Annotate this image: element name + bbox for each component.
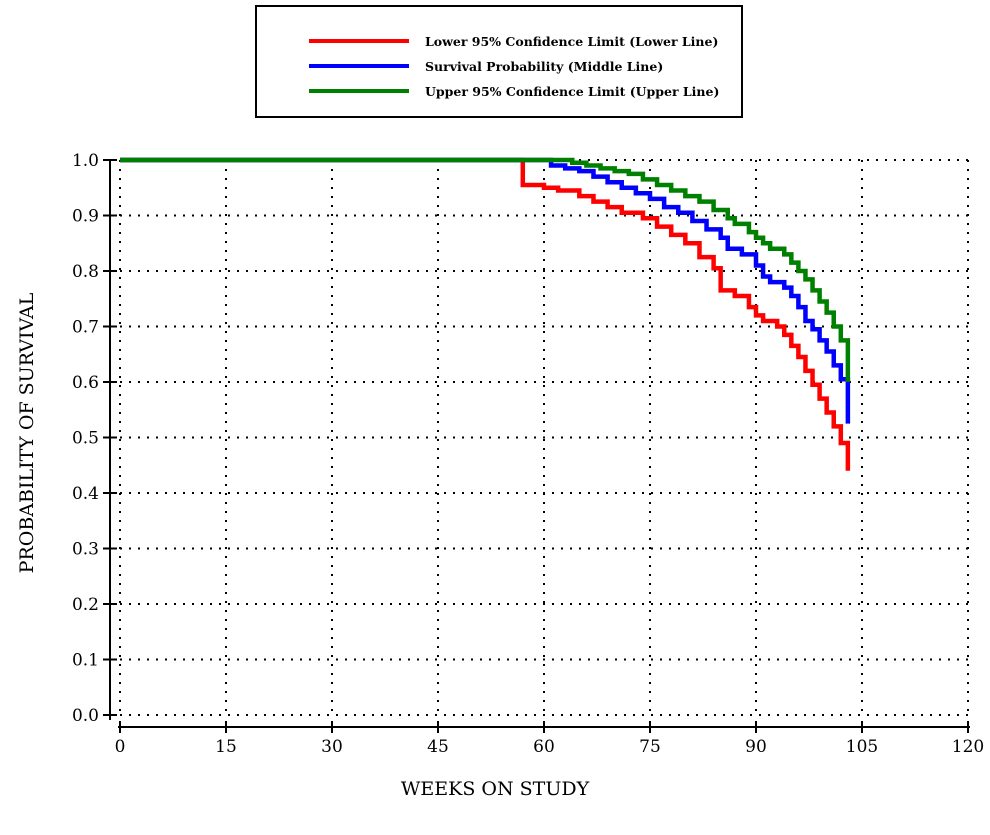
y-axis-title: PROBABILITY OF SURVIVAL (16, 292, 38, 574)
y-tick-label: 0.8 (72, 262, 99, 282)
x-tick-label: 0 (115, 737, 126, 757)
x-tick-label: 120 (952, 737, 984, 757)
y-tick-label: 0.6 (72, 373, 99, 393)
legend-label-middle: Survival Probability (Middle Line) (425, 58, 664, 74)
legend-item-lower: Lower 95% Confidence Limit (Lower Line) (309, 29, 718, 53)
legend-swatch-upper (309, 89, 409, 93)
series-line-1 (120, 157, 851, 424)
legend: Lower 95% Confidence Limit (Lower Line) … (255, 5, 743, 118)
y-tick-label: 0.4 (72, 484, 99, 504)
x-tick-label: 30 (321, 737, 343, 757)
legend-swatch-lower (309, 39, 409, 43)
x-tick-label: 15 (215, 737, 237, 757)
x-tick-label: 90 (745, 737, 767, 757)
y-tick-label: 1.0 (72, 151, 99, 171)
y-tick-label: 0.7 (72, 318, 99, 338)
x-tick-label: 45 (427, 737, 449, 757)
x-axis-title: WEEKS ON STUDY (400, 778, 590, 800)
y-tick-label: 0.0 (72, 706, 99, 726)
legend-label-upper: Upper 95% Confidence Limit (Upper Line) (425, 83, 720, 99)
y-tick-label: 0.9 (72, 207, 99, 227)
y-tick-label: 0.5 (72, 429, 99, 449)
y-tick-label: 0.2 (72, 595, 99, 615)
x-tick-label: 75 (639, 737, 661, 757)
series-line-2 (120, 157, 851, 382)
legend-item-middle: Survival Probability (Middle Line) (309, 54, 663, 78)
y-tick-label: 0.3 (72, 540, 99, 560)
series-line-0 (120, 157, 851, 471)
legend-item-upper: Upper 95% Confidence Limit (Upper Line) (309, 79, 719, 103)
legend-label-lower: Lower 95% Confidence Limit (Lower Line) (425, 33, 719, 49)
y-tick-label: 0.1 (72, 651, 99, 671)
x-tick-label: 105 (846, 737, 878, 757)
legend-swatch-middle (309, 64, 409, 68)
x-tick-label: 60 (533, 737, 555, 757)
